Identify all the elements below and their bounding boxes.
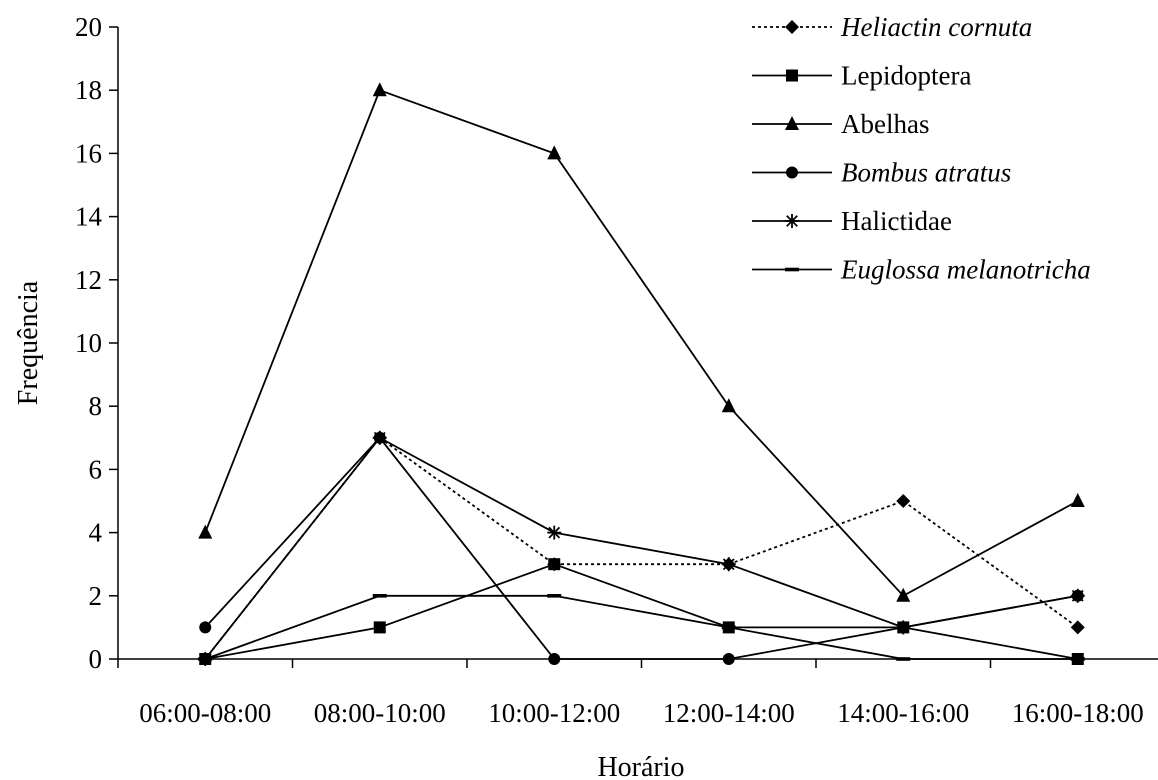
- circle-marker: [548, 653, 561, 665]
- diamond-marker: [896, 494, 911, 508]
- legend-item: Bombus atratus: [752, 158, 1011, 188]
- star-stroke: [722, 558, 735, 571]
- circle-marker: [722, 653, 735, 665]
- series-dash: [198, 594, 1085, 661]
- legend-item: Euglossa melanotricha: [752, 255, 1091, 285]
- y-ticks: 0 2 4 6 8 10 12 14 16 18 20: [75, 12, 118, 674]
- y-tick-label: 12: [75, 265, 102, 295]
- x-tick-label: 10:00-12:00: [488, 698, 620, 728]
- square-marker: [548, 558, 561, 571]
- legend-label: Euglossa melanotricha: [840, 255, 1091, 285]
- dash-marker: [785, 267, 799, 272]
- star-marker: [785, 214, 799, 228]
- x-tick-label: 06:00-08:00: [139, 698, 271, 728]
- series-line: [204, 436, 1078, 660]
- star-stroke: [786, 215, 798, 227]
- y-tick-label: 20: [75, 12, 102, 42]
- dash-marker: [721, 625, 736, 630]
- x-tick-label: 12:00-14:00: [663, 698, 795, 728]
- diamond-marker: [1070, 620, 1085, 635]
- star-stroke: [373, 431, 386, 444]
- series-layer: [198, 82, 1085, 666]
- triangle-marker: [372, 82, 387, 97]
- star-marker: [1070, 588, 1085, 603]
- y-tick-label: 4: [89, 518, 103, 548]
- y-tick-label: 0: [89, 644, 103, 674]
- star-stroke: [1071, 589, 1084, 602]
- legend-label: Bombus atratus: [841, 158, 1011, 188]
- star-marker: [547, 525, 562, 540]
- triangle-marker: [785, 116, 799, 130]
- legend-label: Abelhas: [841, 109, 929, 139]
- triangle-marker: [721, 398, 736, 413]
- circle-marker: [786, 166, 798, 179]
- triangle-marker: [547, 145, 562, 160]
- legend-item: Halictidae: [752, 206, 952, 236]
- series-line: [204, 594, 1078, 660]
- x-ticks: 06:00-08:00 08:00-10:00 10:00-12:00 12:00-1…: [117, 659, 1144, 728]
- legend-item: Heliactin cornuta: [752, 12, 1032, 42]
- series-star: [198, 430, 1085, 666]
- legend-item: Lepidoptera: [752, 61, 971, 91]
- x-tick-label: 14:00-16:00: [837, 698, 969, 728]
- series-line: [204, 89, 1079, 597]
- star-marker: [896, 620, 911, 635]
- x-tick-label: 16:00-18:00: [1012, 698, 1144, 728]
- square-marker: [786, 69, 798, 82]
- dash-marker: [198, 657, 213, 661]
- y-tick-label: 6: [89, 454, 103, 484]
- y-axis-title: Frequência: [13, 280, 44, 405]
- y-tick-label: 8: [89, 391, 103, 421]
- y-tick-label: 10: [75, 328, 102, 358]
- legend-label: Halictidae: [841, 206, 952, 236]
- dash-marker: [896, 657, 911, 661]
- y-tick-label: 2: [89, 581, 103, 611]
- y-tick-label: 18: [75, 75, 102, 105]
- dash-marker: [372, 594, 387, 598]
- y-tick-label: 14: [75, 202, 103, 232]
- x-axis-title: Horário: [597, 752, 684, 780]
- dash-marker: [547, 594, 562, 598]
- triangle-marker: [198, 524, 213, 539]
- triangle-marker: [896, 587, 911, 602]
- y-tick-label: 16: [75, 138, 102, 168]
- star-stroke: [548, 526, 561, 539]
- star-marker: [721, 557, 736, 572]
- legend-item: Abelhas: [752, 109, 929, 139]
- star-marker: [372, 430, 387, 445]
- series-line: [205, 563, 1078, 660]
- diamond-marker: [785, 20, 799, 34]
- legend-label: Heliactin cornuta: [840, 12, 1032, 42]
- circle-marker: [199, 621, 212, 634]
- axes: [117, 27, 1158, 660]
- triangle-marker: [1070, 493, 1085, 507]
- x-tick-label: 08:00-10:00: [314, 698, 446, 728]
- star-stroke: [897, 621, 910, 634]
- legend: Heliactin cornuta Lepidoptera Abelhas Bombu…: [752, 12, 1091, 285]
- series-triangle: [198, 82, 1085, 602]
- square-marker: [373, 621, 386, 634]
- dash-marker: [1070, 657, 1085, 661]
- legend-label: Lepidoptera: [841, 61, 971, 91]
